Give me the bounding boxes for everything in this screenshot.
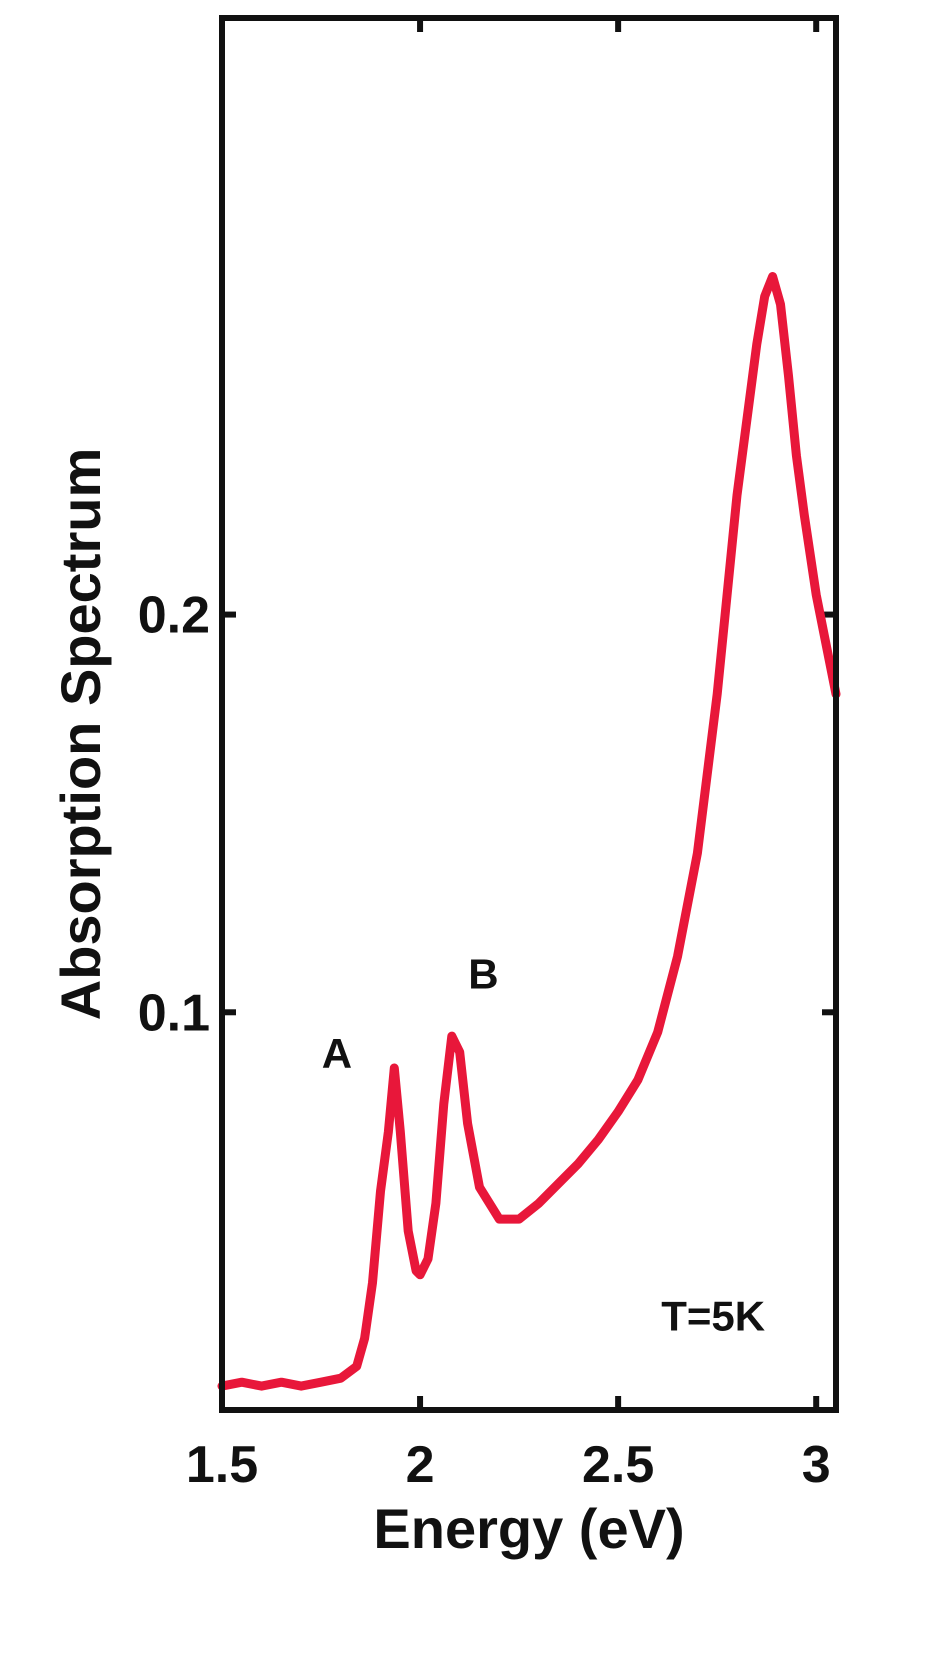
y-axis-title: Absorption Spectrum [49,448,112,1020]
absorption-curve [217,272,841,1391]
plot-frame [219,15,839,1413]
x-axis-title: Energy (eV) [373,1497,684,1560]
x-tick-label: 2.5 [582,1436,654,1494]
annotation-label: T=5K [661,1292,765,1339]
x-tick-label: 2 [406,1436,435,1494]
tick-labels: 1.5 2 2.5 3 0.1 0.2 [138,587,831,1494]
x-tick-label: 3 [802,1436,831,1494]
x-tick-label: 1.5 [186,1436,258,1494]
tick-marks [219,18,836,1410]
annotations: A B T=5K [322,950,765,1339]
y-tick-label: 0.1 [138,984,210,1042]
y-tick-label: 0.2 [138,587,210,645]
annotation-label: A [322,1030,352,1077]
annotation-label: B [468,950,498,997]
